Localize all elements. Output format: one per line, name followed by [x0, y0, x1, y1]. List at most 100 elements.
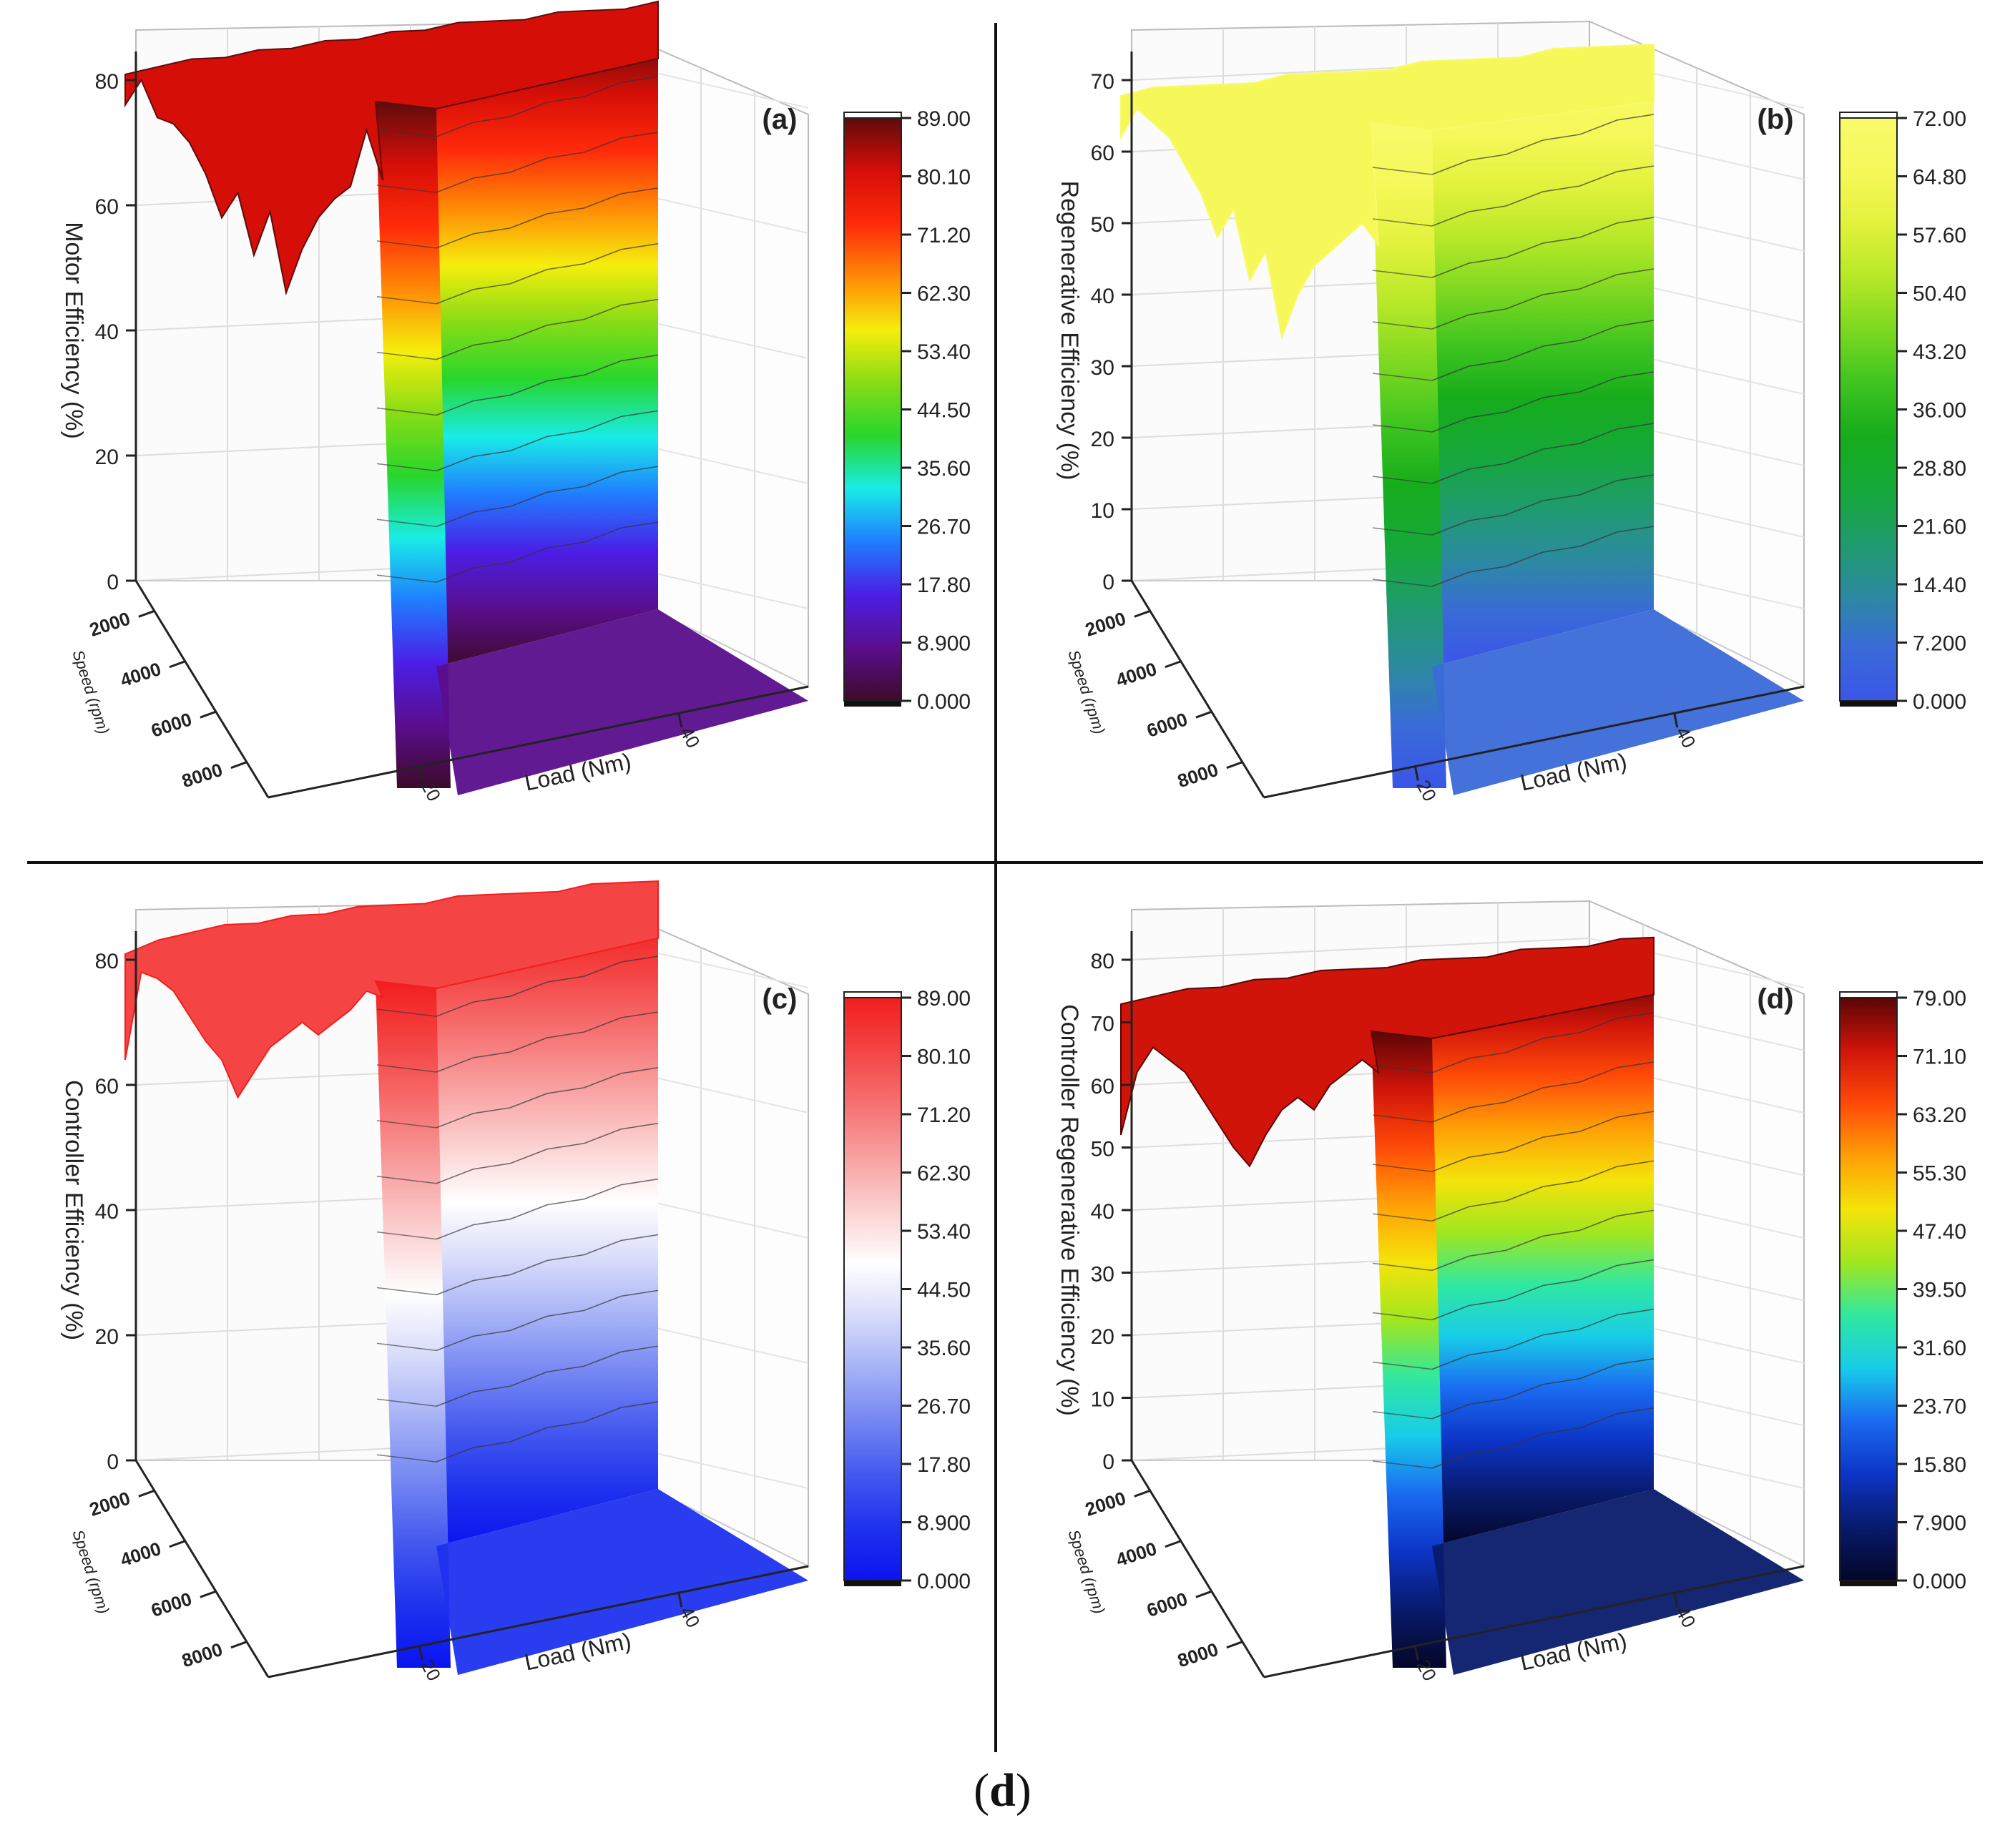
contour-line	[1372, 373, 1433, 381]
panel-label: (a)	[763, 104, 798, 135]
colorbar-tick-label: 17.80	[917, 574, 971, 597]
contour-line	[376, 129, 437, 137]
contour-line	[1372, 218, 1433, 227]
load-tick	[677, 712, 683, 728]
contour-line	[436, 1011, 659, 1073]
contour-line	[436, 76, 659, 137]
panel-d: 0 10 20 30 40 50 60 70 80 Controller Regenerative…	[1056, 900, 1966, 1684]
contour-line	[1431, 371, 1655, 433]
z-tick-label: 60	[95, 1075, 119, 1099]
colorbar-max-cap	[843, 991, 902, 998]
contour-line	[1431, 1308, 1655, 1370]
surface-right-face	[1432, 79, 1654, 667]
colorbar-tick-label: 44.50	[917, 1279, 971, 1302]
contour-line	[376, 463, 437, 472]
colorbar-tick-label: 63.20	[1913, 1104, 1966, 1127]
colorbar	[1839, 117, 1898, 702]
load-tick	[418, 766, 423, 781]
contour-line	[1372, 270, 1433, 278]
colorbar-tick-label: 8.900	[917, 632, 971, 656]
surface-floor-strip	[436, 1489, 808, 1675]
speed-tick	[200, 1590, 217, 1598]
colorbar-tick-label: 62.30	[917, 1162, 971, 1186]
contour-line	[436, 410, 659, 472]
z-tick-label: 40	[95, 320, 119, 344]
colorbar-tick-label: 50.40	[1913, 282, 1966, 306]
colorbar-tick-label: 71.10	[1913, 1046, 1966, 1069]
z-tick-label: 50	[1091, 213, 1114, 237]
colorbar-tick-label: 53.40	[917, 340, 971, 364]
surface-right-face	[436, 915, 658, 1546]
z-tick-label: 80	[95, 70, 119, 94]
z-axis-label: Controller Efficiency (%)	[60, 1080, 87, 1340]
colorbar-tick-label: 39.50	[1913, 1279, 1966, 1302]
contour-line	[436, 242, 659, 305]
contour-line	[436, 354, 659, 416]
surface-top	[1120, 936, 1655, 1168]
contour-line	[436, 187, 659, 249]
load-axis	[268, 685, 809, 799]
surface-top	[124, 0, 659, 296]
speed-tick	[1134, 1489, 1151, 1498]
surface-floor-strip	[436, 609, 808, 795]
grid-line	[1131, 938, 1590, 960]
colorbar-tick-label: 21.60	[1913, 516, 1966, 539]
z-tick-label: 0	[107, 1450, 119, 1474]
contour-line	[436, 1401, 659, 1463]
contour-line	[1431, 1209, 1655, 1272]
speed-tick	[138, 1489, 155, 1498]
colorbar-tick-label: 35.60	[917, 457, 971, 481]
colorbar-min-cap	[844, 1581, 901, 1586]
speed-tick	[1134, 609, 1151, 618]
colorbar-tick-label: 71.20	[917, 224, 971, 247]
contour-line	[1372, 1164, 1433, 1172]
load-tick	[1413, 1646, 1419, 1661]
colorbar	[1839, 997, 1898, 1581]
z-tick-label: 20	[1091, 1325, 1114, 1349]
colorbar-tick-label: 44.50	[917, 399, 971, 423]
contour-line	[376, 240, 437, 249]
z-tick-label: 30	[1091, 1263, 1114, 1287]
z-tick-label: 10	[1091, 499, 1114, 523]
panel-label: (c)	[763, 983, 798, 1015]
colorbar-min-cap	[1840, 701, 1897, 707]
contour-line	[1431, 1357, 1655, 1420]
contour-line	[376, 1175, 437, 1184]
load-axis	[1263, 1565, 1805, 1679]
panel-b: 0 10 20 30 40 50 60 70 Regenerative Efficiency (…	[1056, 20, 1966, 805]
z-tick-label: 0	[1102, 571, 1114, 594]
load-axis	[1263, 685, 1805, 799]
contour-line	[1372, 579, 1433, 587]
contour-line	[376, 574, 437, 583]
speed-tick	[230, 761, 247, 770]
contour-line	[376, 1064, 437, 1073]
z-axis-label: Regenerative Efficiency (%)	[1056, 181, 1083, 481]
colorbar-tick-label: 80.10	[917, 166, 971, 190]
colorbar-tick-label: 28.80	[1913, 457, 1966, 481]
speed-tick	[200, 710, 217, 719]
z-tick-label: 0	[1102, 1450, 1114, 1474]
colorbar-min-cap	[844, 701, 901, 707]
colorbar-tick-label: 62.30	[917, 282, 971, 306]
contour-line	[1431, 114, 1655, 175]
surface-front-face	[1371, 1031, 1446, 1668]
load-tick	[1413, 766, 1419, 781]
speed-tick	[138, 609, 155, 618]
colorbar-tick-label: 47.40	[1913, 1220, 1966, 1244]
colorbar-tick-label: 89.00	[917, 987, 971, 1011]
contour-line	[436, 521, 659, 583]
contour-line	[436, 298, 659, 360]
contour-line	[1431, 217, 1655, 278]
panel-label: (d)	[1757, 983, 1793, 1015]
colorbar-tick-label: 64.80	[1913, 166, 1966, 190]
speed-tick	[1165, 660, 1182, 669]
colorbar-tick-label: 14.40	[1913, 574, 1966, 597]
load-tick	[418, 1646, 423, 1661]
contour-line	[376, 351, 437, 360]
surface-front-face	[1371, 123, 1446, 788]
z-tick-label: 10	[1091, 1388, 1114, 1412]
contour-line	[1431, 1160, 1655, 1222]
colorbar-tick-label: 35.60	[917, 1337, 971, 1360]
colorbar-tick-label: 79.00	[1913, 987, 1966, 1011]
